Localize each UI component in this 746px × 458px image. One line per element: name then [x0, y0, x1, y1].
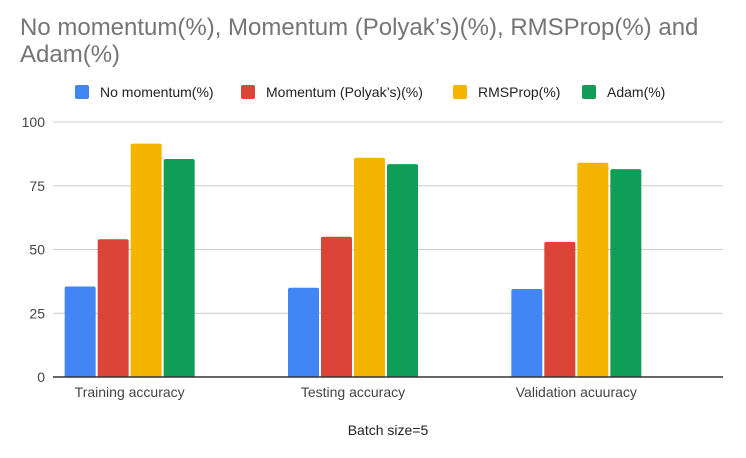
bar: [288, 287, 319, 377]
bar: [64, 286, 96, 377]
legend-item-no-momentum[interactable]: No momentum(%): [75, 82, 214, 102]
y-tick-label: 75: [29, 178, 45, 194]
bar: [163, 158, 195, 377]
legend-swatch: [75, 85, 89, 99]
bar: [511, 289, 543, 377]
bar: [321, 236, 352, 377]
chart-title: No momentum(%), Momentum (Polyak’s)(%), …: [20, 14, 699, 68]
x-tick-label: Testing accuracy: [301, 384, 405, 400]
legend-swatch: [241, 85, 255, 99]
legend-item-rmsprop[interactable]: RMSProp(%): [453, 82, 560, 102]
bar: [544, 241, 576, 377]
bar: [577, 162, 609, 377]
x-tick-label: Training accuracy: [75, 384, 185, 400]
x-axis-label: Batch size=5: [348, 422, 429, 438]
x-tick-label: Validation acuuracy: [516, 384, 637, 400]
bar: [387, 164, 418, 377]
bar: [97, 239, 129, 377]
y-tick-label: 0: [37, 369, 45, 385]
legend-label: No momentum(%): [100, 84, 214, 100]
bar: [130, 143, 162, 377]
legend: No momentum(%) Momentum (Polyak’s)(%) RM…: [0, 82, 746, 102]
legend-label: Adam(%): [607, 84, 666, 100]
y-tick-label: 100: [22, 114, 46, 130]
legend-label: Momentum (Polyak’s)(%): [266, 84, 423, 100]
y-tick-label: 50: [29, 242, 45, 258]
legend-item-momentum-polyak[interactable]: Momentum (Polyak’s)(%): [241, 82, 423, 102]
legend-item-adam[interactable]: Adam(%): [582, 82, 665, 102]
legend-swatch: [453, 85, 467, 99]
y-tick-label: 25: [29, 305, 45, 321]
bar: [354, 157, 385, 377]
bar: [610, 169, 642, 377]
legend-label: RMSProp(%): [478, 84, 561, 100]
legend-swatch: [582, 85, 596, 99]
